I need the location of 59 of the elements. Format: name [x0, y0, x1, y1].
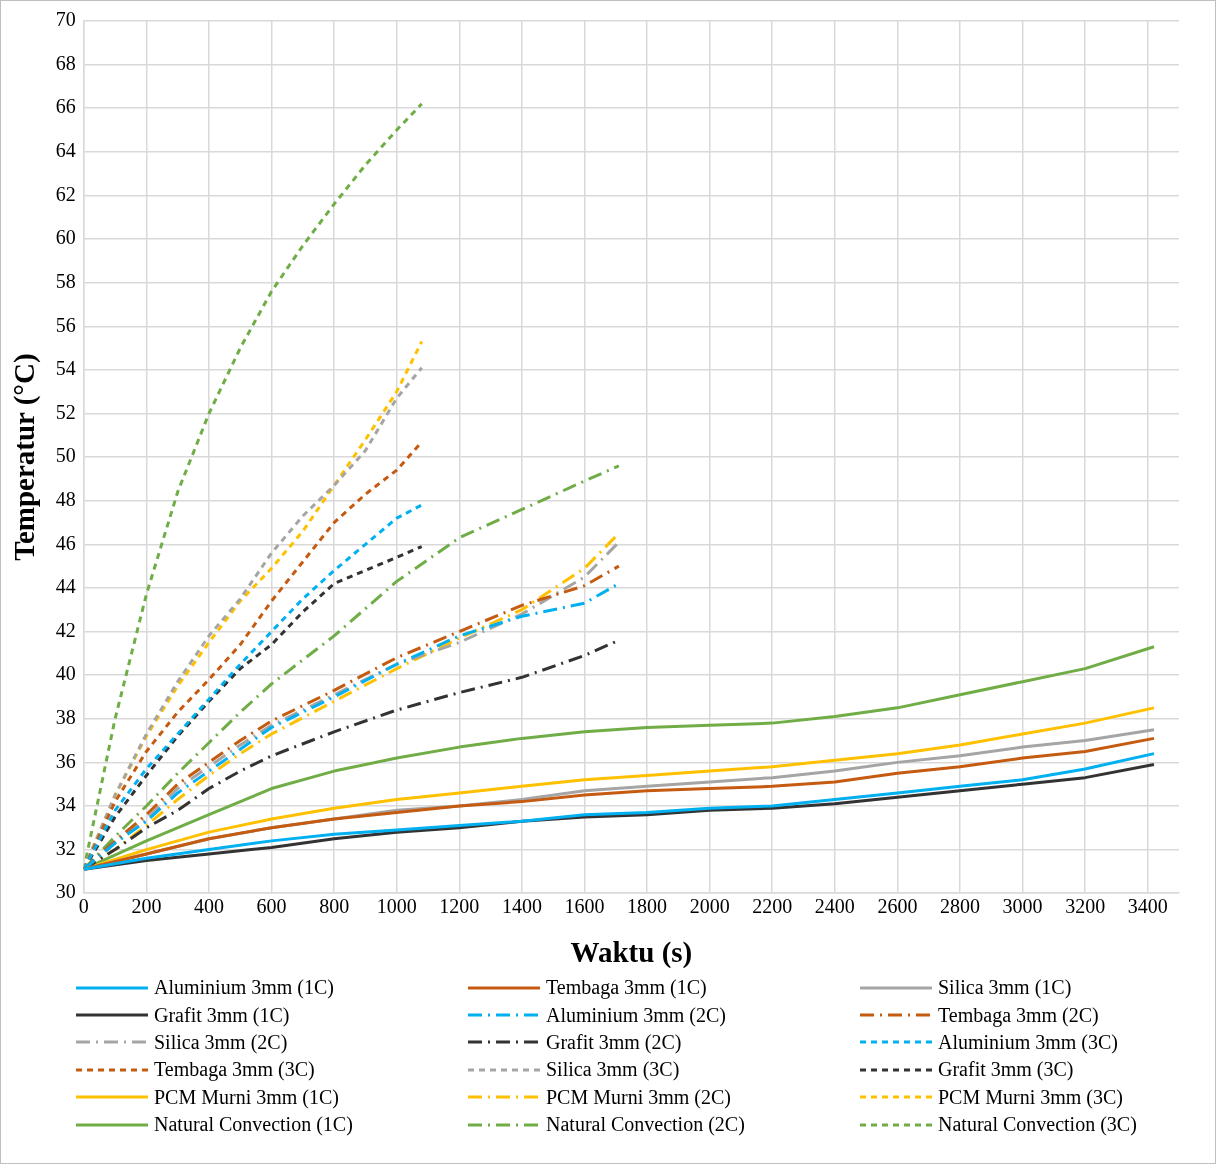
legend-label: Tembaga 3mm (1C): [546, 976, 707, 1000]
legend-label: Natural Convection (2C): [546, 1113, 745, 1137]
x-tick-label: 1800: [627, 895, 668, 918]
legend-label: Aluminium 3mm (2C): [546, 1003, 726, 1027]
x-tick-label: 0: [78, 895, 89, 918]
legend-label: Silica 3mm (2C): [154, 1030, 288, 1054]
y-tick-label: 70: [55, 8, 76, 31]
y-tick-label: 64: [55, 139, 76, 162]
x-tick-label: 2200: [752, 895, 793, 918]
y-tick-label: 60: [55, 226, 76, 249]
x-axis-title: Waktu (s): [570, 936, 693, 970]
x-tick-label: 600: [256, 895, 287, 918]
x-tick-label: 1200: [439, 895, 480, 918]
x-tick-label: 3400: [1127, 895, 1168, 918]
y-axis-title: Temperatur (°C): [7, 353, 41, 561]
y-tick-label: 52: [55, 400, 76, 423]
legend-label: Natural Convection (3C): [938, 1113, 1137, 1137]
x-tick-label: 2600: [877, 895, 918, 918]
y-tick-label: 66: [55, 95, 76, 118]
x-tick-label: 1400: [501, 895, 542, 918]
y-tick-label: 38: [55, 706, 76, 729]
legend-label: Tembaga 3mm (3C): [154, 1058, 315, 1082]
x-tick-label: 800: [319, 895, 350, 918]
legend-label: Aluminium 3mm (1C): [154, 976, 334, 1000]
x-tick-label: 200: [131, 895, 162, 918]
x-tick-label: 2800: [939, 895, 980, 918]
y-tick-label: 40: [55, 662, 76, 685]
x-tick-label: 2000: [689, 895, 730, 918]
y-tick-label: 56: [55, 313, 76, 336]
y-tick-label: 58: [55, 269, 76, 292]
y-tick-label: 42: [55, 618, 76, 641]
y-tick-label: 54: [55, 357, 76, 380]
x-tick-label: 400: [193, 895, 224, 918]
y-tick-label: 62: [55, 182, 76, 205]
legend-label: Grafit 3mm (1C): [154, 1003, 290, 1027]
y-tick-label: 30: [55, 880, 76, 903]
legend-label: Grafit 3mm (3C): [938, 1058, 1074, 1082]
legend-label: PCM Murni 3mm (2C): [546, 1085, 732, 1109]
y-tick-label: 32: [55, 836, 76, 859]
x-tick-label: 3000: [1002, 895, 1043, 918]
legend-label: Silica 3mm (3C): [546, 1058, 680, 1082]
legend-label: Aluminium 3mm (3C): [938, 1030, 1118, 1054]
y-tick-label: 36: [55, 749, 76, 772]
x-tick-label: 1600: [564, 895, 605, 918]
legend-label: Natural Convection (1C): [154, 1113, 353, 1137]
y-tick-label: 46: [55, 531, 76, 554]
legend-label: Grafit 3mm (2C): [546, 1030, 682, 1054]
y-tick-label: 48: [55, 487, 76, 510]
x-tick-label: 3200: [1065, 895, 1106, 918]
legend-label: PCM Murni 3mm (1C): [154, 1085, 340, 1109]
y-tick-label: 34: [55, 793, 76, 816]
x-tick-label: 2400: [814, 895, 855, 918]
y-tick-label: 68: [55, 51, 76, 74]
legend-label: Silica 3mm (1C): [938, 976, 1072, 1000]
y-tick-label: 44: [55, 575, 76, 598]
legend-label: Tembaga 3mm (2C): [938, 1003, 1099, 1027]
legend-label: PCM Murni 3mm (3C): [938, 1085, 1124, 1109]
x-tick-label: 1000: [376, 895, 417, 918]
y-tick-label: 50: [55, 444, 76, 467]
